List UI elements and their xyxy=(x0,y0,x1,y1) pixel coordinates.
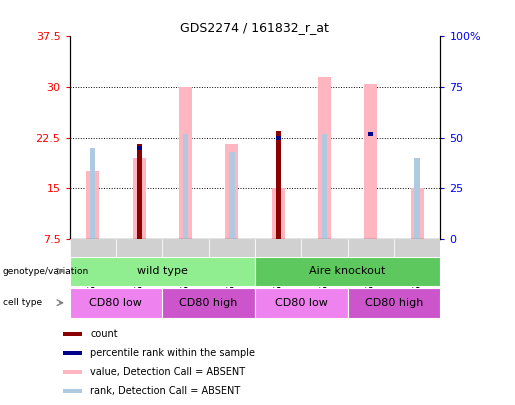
Bar xyxy=(179,87,192,239)
Bar xyxy=(348,288,440,318)
Text: CD80 high: CD80 high xyxy=(365,298,423,308)
Text: rank, Detection Call = ABSENT: rank, Detection Call = ABSENT xyxy=(90,386,241,396)
Bar xyxy=(255,288,348,318)
Text: value, Detection Call = ABSENT: value, Detection Call = ABSENT xyxy=(90,367,245,377)
Bar xyxy=(63,351,82,355)
Bar xyxy=(364,84,377,239)
Text: count: count xyxy=(90,328,118,339)
Text: CD80 low: CD80 low xyxy=(90,298,142,308)
Bar xyxy=(255,257,440,286)
Text: cell type: cell type xyxy=(3,298,42,307)
Bar xyxy=(162,288,255,318)
Text: wild type: wild type xyxy=(137,266,187,276)
Bar xyxy=(225,145,238,239)
Bar xyxy=(70,239,116,257)
Text: genotype/variation: genotype/variation xyxy=(3,267,89,276)
Bar xyxy=(63,370,82,374)
Bar xyxy=(162,239,209,257)
Bar xyxy=(348,239,394,257)
Bar xyxy=(276,136,281,140)
Bar xyxy=(255,239,301,257)
Bar xyxy=(63,332,82,336)
Text: Aire knockout: Aire knockout xyxy=(310,266,386,276)
Bar xyxy=(209,239,255,257)
Bar xyxy=(70,288,162,318)
Bar xyxy=(86,171,99,239)
Title: GDS2274 / 161832_r_at: GDS2274 / 161832_r_at xyxy=(180,21,330,34)
Bar xyxy=(183,134,188,239)
Bar xyxy=(136,146,142,150)
Bar xyxy=(229,152,234,239)
Bar xyxy=(276,131,281,239)
Bar xyxy=(63,389,82,393)
Bar xyxy=(394,239,440,257)
Bar xyxy=(116,239,162,257)
Text: CD80 low: CD80 low xyxy=(275,298,328,308)
Bar xyxy=(368,132,373,136)
Bar xyxy=(70,257,255,286)
Bar xyxy=(322,134,327,239)
Text: CD80 high: CD80 high xyxy=(179,298,238,308)
Bar xyxy=(132,158,146,239)
Bar xyxy=(318,77,331,239)
Bar xyxy=(90,148,95,239)
Bar xyxy=(415,158,420,239)
Bar xyxy=(301,239,348,257)
Bar xyxy=(271,188,285,239)
Text: percentile rank within the sample: percentile rank within the sample xyxy=(90,348,255,358)
Bar xyxy=(136,145,142,239)
Bar xyxy=(410,188,424,239)
